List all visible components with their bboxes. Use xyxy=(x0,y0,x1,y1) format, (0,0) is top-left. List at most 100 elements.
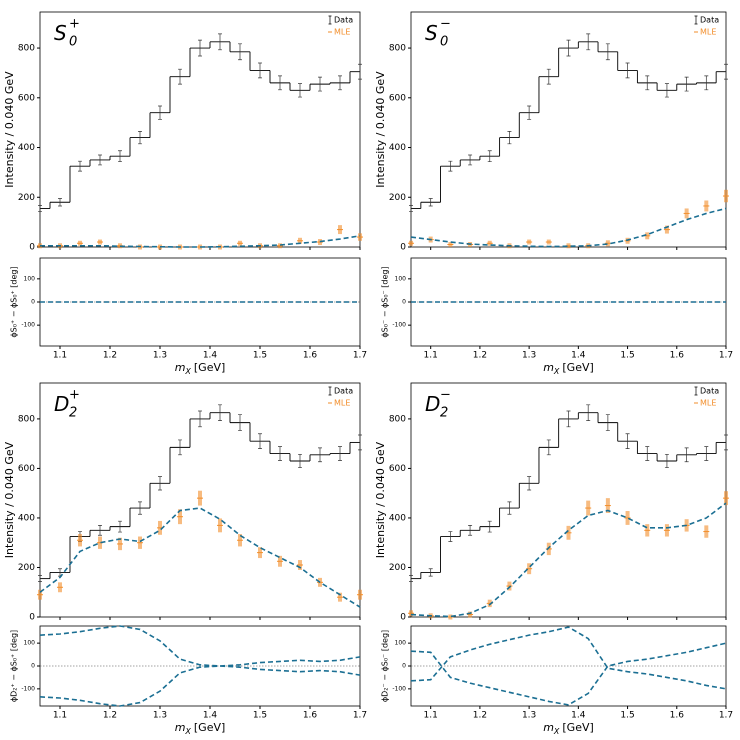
data-error-line xyxy=(338,446,342,461)
data-error-bar xyxy=(358,63,362,80)
x-tick-label: 1.1 xyxy=(53,711,67,721)
fit-line xyxy=(410,207,727,248)
panel-title-main: D xyxy=(54,392,69,416)
data-error-bar xyxy=(724,63,728,80)
legend-label: Data xyxy=(334,387,353,396)
phase-y-tick-label: 0 xyxy=(31,299,35,306)
data-error-bar xyxy=(298,83,302,98)
data-error-line xyxy=(507,131,512,145)
panel-title-sub: 0 xyxy=(440,35,448,50)
data-error-bar xyxy=(527,105,532,120)
y-tick-label: 400 xyxy=(18,513,35,523)
data-error-bar xyxy=(605,414,610,431)
data-error-line xyxy=(278,446,282,461)
y-tick-label: 0 xyxy=(29,613,35,623)
data-error-bar xyxy=(218,404,222,421)
data-error-bar xyxy=(704,75,709,91)
data-error-line xyxy=(38,205,42,212)
data-error-bar xyxy=(507,131,512,145)
data-error-line xyxy=(409,575,413,582)
x-axis-label-main: m xyxy=(175,361,186,374)
phase-y-tick-label: -100 xyxy=(21,685,35,692)
data-error-bar xyxy=(527,476,532,491)
data-error-line xyxy=(98,154,102,166)
data-error-line xyxy=(586,404,591,421)
data-error-line xyxy=(625,62,630,79)
y-tick-label: 400 xyxy=(18,143,35,153)
data-error-line xyxy=(684,447,689,463)
panel-title-sub: 0 xyxy=(69,35,77,50)
data-error-bar xyxy=(468,525,473,536)
x-axis-label-main: m xyxy=(175,721,186,734)
x-axis-label-sub: X xyxy=(553,727,560,736)
y-tick-label: 400 xyxy=(389,513,406,523)
phase-line xyxy=(39,625,361,667)
data-error-bar xyxy=(158,476,162,491)
data-error-bar xyxy=(428,568,433,577)
x-tick-label: 1.3 xyxy=(153,711,167,721)
data-error-bar xyxy=(586,404,591,421)
x-axis-label-unit: [GeV] xyxy=(194,721,225,734)
data-error-bar xyxy=(487,520,492,533)
x-tick-label: 1.4 xyxy=(571,711,586,721)
x-tick-label: 1.7 xyxy=(719,711,733,721)
panel-title-main: D xyxy=(425,392,440,416)
panel-title-main: S xyxy=(425,21,438,45)
phase-y-tick-label: 0 xyxy=(402,663,406,670)
data-error-bar xyxy=(428,198,433,207)
panel-title: S xyxy=(425,21,438,45)
legend-data-icon xyxy=(694,386,698,396)
data-error-bar xyxy=(704,446,709,461)
x-axis-label-main: m xyxy=(543,361,554,374)
x-tick-label: 1.7 xyxy=(719,351,733,361)
x-tick-label: 1.6 xyxy=(670,711,685,721)
data-error-line xyxy=(178,439,182,456)
data-step-riser xyxy=(49,41,351,209)
data-error-line xyxy=(138,131,142,145)
data-error-bar xyxy=(138,501,142,515)
y-tick-label: 0 xyxy=(400,613,406,623)
y-axis-label: Intensity / 0.040 GeV xyxy=(3,441,16,558)
data-error-bar xyxy=(118,150,122,163)
data-error-bar xyxy=(566,39,571,57)
x-axis-label: mX [GeV] xyxy=(175,361,226,376)
data-error-line xyxy=(298,453,302,469)
x-axis-label-unit: [GeV] xyxy=(562,721,593,734)
data-error-line xyxy=(566,39,571,57)
data-error-bar xyxy=(38,205,42,212)
data-error-line xyxy=(605,414,610,431)
x-tick-label: 1.1 xyxy=(424,351,438,361)
data-error-bar xyxy=(409,575,413,582)
x-tick-label: 1.2 xyxy=(473,351,487,361)
phase-y-tick-label: 100 xyxy=(24,275,36,282)
data-error-bar xyxy=(78,160,82,172)
phase-y-tick-label: 100 xyxy=(24,640,36,647)
data-error-line xyxy=(704,446,709,461)
fit-line xyxy=(40,235,361,248)
phase-line xyxy=(410,642,727,706)
data-error-line xyxy=(258,433,262,449)
data-error-bar xyxy=(586,33,591,51)
y-tick-label: 600 xyxy=(18,464,35,474)
data-error-bar xyxy=(258,62,262,79)
data-error-bar xyxy=(338,446,342,461)
data-error-bar xyxy=(468,154,473,166)
x-tick-label: 1.6 xyxy=(303,351,318,361)
x-axis-label-unit: [GeV] xyxy=(562,361,593,374)
phase-line xyxy=(39,665,361,707)
data-error-bar xyxy=(546,68,551,85)
data-error-bar xyxy=(158,105,162,120)
y-axis-label: Intensity / 0.040 GeV xyxy=(3,71,16,188)
phase-y-tick-label: -100 xyxy=(21,322,35,329)
data-error-bar xyxy=(118,520,122,533)
y-tick-label: 200 xyxy=(389,563,406,573)
data-error-line xyxy=(238,414,242,431)
x-tick-label: 1.7 xyxy=(353,351,367,361)
data-error-line xyxy=(78,160,82,172)
data-error-line xyxy=(586,33,591,51)
data-error-line xyxy=(118,150,122,163)
x-tick-label: 1.3 xyxy=(153,351,167,361)
x-tick-label: 1.5 xyxy=(620,351,634,361)
y-axis-label: Intensity / 0.040 GeV xyxy=(374,441,387,558)
